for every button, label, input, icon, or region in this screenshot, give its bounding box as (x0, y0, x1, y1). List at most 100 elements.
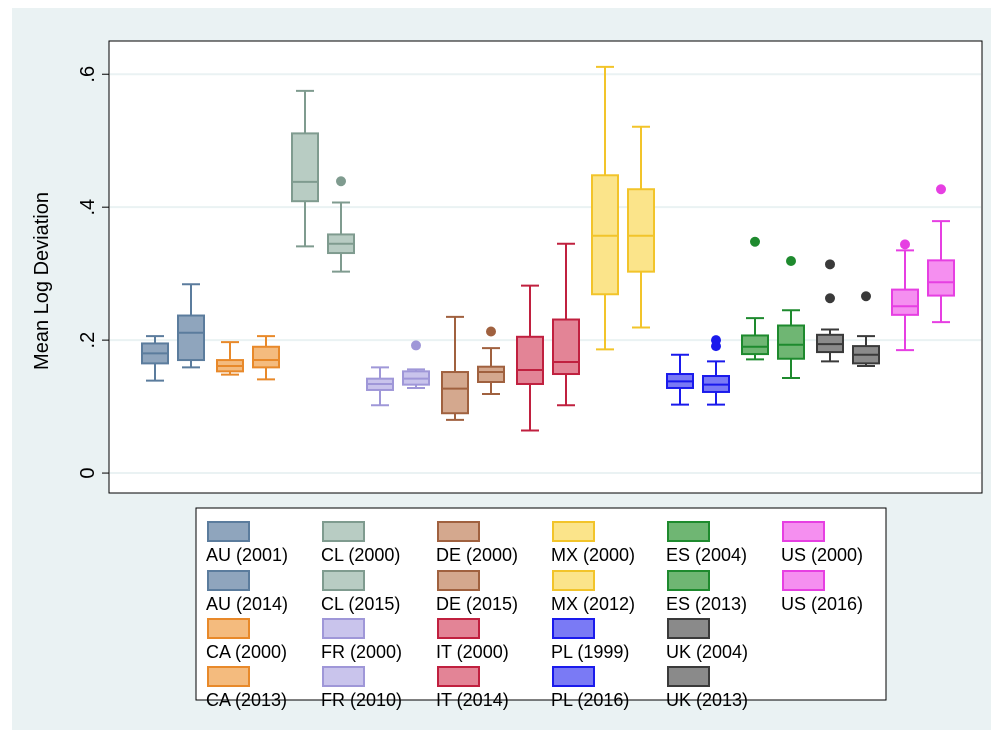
legend-label: CA (2000) (206, 642, 287, 662)
box-uk-2004 (816, 259, 844, 363)
box-series (141, 65, 955, 432)
legend-swatch (207, 618, 250, 639)
legend-label: CA (2013) (206, 690, 287, 710)
legend-label: AU (2001) (206, 545, 288, 565)
outlier-point (750, 236, 760, 247)
legend-label: AU (2014) (206, 594, 288, 614)
legend: AU (2001) AU (2014) CA (2000) CA (2013) CL (… (206, 521, 863, 710)
box-iqr (441, 371, 469, 415)
box-cl-2000 (291, 89, 319, 248)
chart: 0.2.4.6 Mean Log Deviation AU (2001)AU (… (12, 8, 991, 730)
legend-swatch (667, 666, 710, 687)
box-iqr (927, 259, 955, 297)
legend-swatch (667, 570, 710, 591)
outlier-point (486, 326, 496, 337)
legend-label: CL (2000) (321, 545, 400, 565)
legend-swatch (552, 618, 595, 639)
legend-label: IT (2014) (436, 690, 509, 710)
legend-label: US (2000) (781, 545, 863, 565)
outlier-point (786, 256, 796, 267)
y-axis-label: Mean Log Deviation (31, 192, 53, 370)
box-de-2015 (477, 326, 505, 395)
legend-label: FR (2000) (321, 642, 402, 662)
outlier-point (711, 335, 721, 346)
outlier-point (825, 259, 835, 270)
box-ca-2000 (216, 341, 244, 376)
y-tick-label: 0 (77, 467, 99, 478)
box-de-2000 (441, 315, 469, 421)
box-fr-2010 (402, 340, 430, 389)
legend-label: DE (2015) (436, 594, 518, 614)
box-it-2000 (516, 284, 544, 432)
legend-label: CL (2015) (321, 594, 400, 614)
outlier-point (900, 239, 910, 250)
legend-swatch (207, 666, 250, 687)
box-iqr (252, 345, 280, 369)
legend-swatch (782, 570, 825, 591)
legend-label: UK (2013) (666, 690, 748, 710)
legend-swatch (552, 570, 595, 591)
box-au-2014 (177, 283, 205, 369)
box-iqr (291, 132, 319, 203)
legend-label: FR (2010) (321, 690, 402, 710)
legend-swatch (667, 618, 710, 639)
legend-label: UK (2004) (666, 642, 748, 662)
legend-label: IT (2000) (436, 642, 509, 662)
legend-swatch (437, 570, 480, 591)
legend-swatch (437, 666, 480, 687)
box-iqr (516, 335, 544, 385)
legend-label: ES (2013) (666, 594, 747, 614)
box-us-2016 (927, 184, 955, 324)
outlier-point (861, 291, 871, 302)
box-iqr (777, 324, 805, 360)
box-pl-1999 (666, 353, 694, 406)
box-ca-2013 (252, 335, 280, 381)
box-cl-2015 (327, 176, 355, 273)
gridlines (110, 73, 981, 475)
box-mx-2000 (591, 65, 619, 351)
box-iqr (741, 334, 769, 356)
legend-box (195, 507, 887, 701)
y-tick-label: .4 (77, 199, 99, 216)
box-uk-2013 (852, 291, 880, 368)
box-iqr (552, 318, 580, 376)
outlier-point (936, 184, 946, 195)
legend-label: ES (2004) (666, 545, 747, 565)
legend-swatch (667, 521, 710, 542)
legend-swatch (552, 666, 595, 687)
plot-area (108, 40, 983, 494)
box-pl-2016 (702, 335, 730, 406)
box-fr-2000 (366, 366, 394, 407)
figure: 0.2.4.6 Mean Log Deviation AU (2001) AU (… (12, 8, 991, 738)
legend-swatch (322, 521, 365, 542)
legend-swatch (437, 521, 480, 542)
outlier-point (411, 340, 421, 351)
legend-swatch (782, 521, 825, 542)
box-mx-2012 (627, 125, 655, 329)
y-axis: 0 .2 .4 .6 (77, 66, 109, 479)
box-us-2000 (891, 239, 919, 352)
box-iqr (177, 314, 205, 362)
box-it-2014 (552, 242, 580, 407)
legend-swatch (322, 570, 365, 591)
legend-swatch (322, 618, 365, 639)
legend-swatch (552, 521, 595, 542)
box-iqr (891, 288, 919, 316)
outlier-point (825, 293, 835, 304)
legend-label: MX (2000) (551, 545, 635, 565)
box-es-2004 (741, 236, 769, 361)
legend-label: DE (2000) (436, 545, 518, 565)
legend-swatch (207, 521, 250, 542)
box-iqr (627, 188, 655, 273)
legend-label: PL (2016) (551, 690, 629, 710)
y-tick-label: .2 (77, 332, 99, 349)
legend-swatch (207, 570, 250, 591)
legend-swatch (322, 666, 365, 687)
box-es-2013 (777, 256, 805, 380)
legend-label: US (2016) (781, 594, 863, 614)
legend-label: MX (2012) (551, 594, 635, 614)
y-tick-label: .6 (77, 66, 99, 83)
legend-swatch (437, 618, 480, 639)
outlier-point (336, 176, 346, 187)
legend-label: PL (1999) (551, 642, 629, 662)
